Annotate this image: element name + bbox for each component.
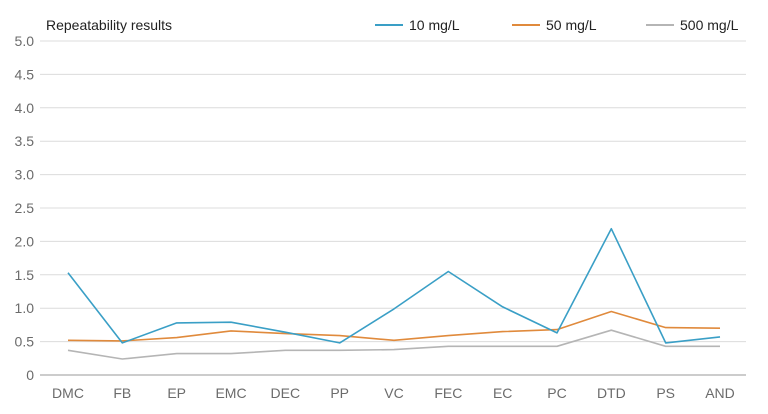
- y-tick-label: 5.0: [15, 33, 35, 49]
- x-tick-label: PS: [656, 385, 675, 401]
- y-tick-label: 1.0: [15, 300, 35, 316]
- x-tick-label: PP: [330, 385, 349, 401]
- series-line-10-mg-l: [67, 227, 721, 344]
- series-lines: [67, 227, 721, 360]
- y-tick-label: 2.5: [15, 200, 35, 216]
- legend-label: 10 mg/L: [409, 17, 460, 33]
- x-tick-label: FB: [113, 385, 131, 401]
- x-tick-label: PC: [547, 385, 566, 401]
- x-tick-label: VC: [384, 385, 403, 401]
- y-tick-label: 0.5: [15, 334, 35, 350]
- y-tick-label: 4.5: [15, 66, 35, 82]
- x-tick-label: DTD: [597, 385, 626, 401]
- legend-label: 500 mg/L: [680, 17, 739, 33]
- y-tick-label: 3.5: [15, 133, 35, 149]
- y-axis-ticks: 0 0.5 1.0 1.5 2.0 2.5 3.0 3.5 4.0 4.5 5.0: [15, 33, 35, 383]
- x-tick-label: EP: [167, 385, 186, 401]
- y-tick-label: 3.0: [15, 167, 35, 183]
- x-tick-label: EMC: [215, 385, 246, 401]
- chart-title: Repeatability results: [46, 17, 172, 33]
- y-tick-label: 0: [26, 367, 34, 383]
- y-tick-label: 1.5: [15, 267, 35, 283]
- x-axis-ticks: DMC FB EP EMC DEC PP VC FEC EC PC DTD PS AND: [52, 385, 735, 401]
- x-tick-label: EC: [493, 385, 512, 401]
- y-tick-label: 2.0: [15, 233, 35, 249]
- series-line-500-mg-l: [67, 329, 720, 360]
- y-tick-label: 4.0: [15, 100, 35, 116]
- x-tick-label: AND: [705, 385, 735, 401]
- x-tick-label: DMC: [52, 385, 84, 401]
- grid: [40, 40, 746, 376]
- legend-label: 50 mg/L: [546, 17, 597, 33]
- x-tick-label: FEC: [434, 385, 462, 401]
- x-tick-label: DEC: [271, 385, 301, 401]
- series-line-50-mg-l: [67, 310, 721, 342]
- legend: 10 mg/L 50 mg/L 500 mg/L: [375, 17, 739, 33]
